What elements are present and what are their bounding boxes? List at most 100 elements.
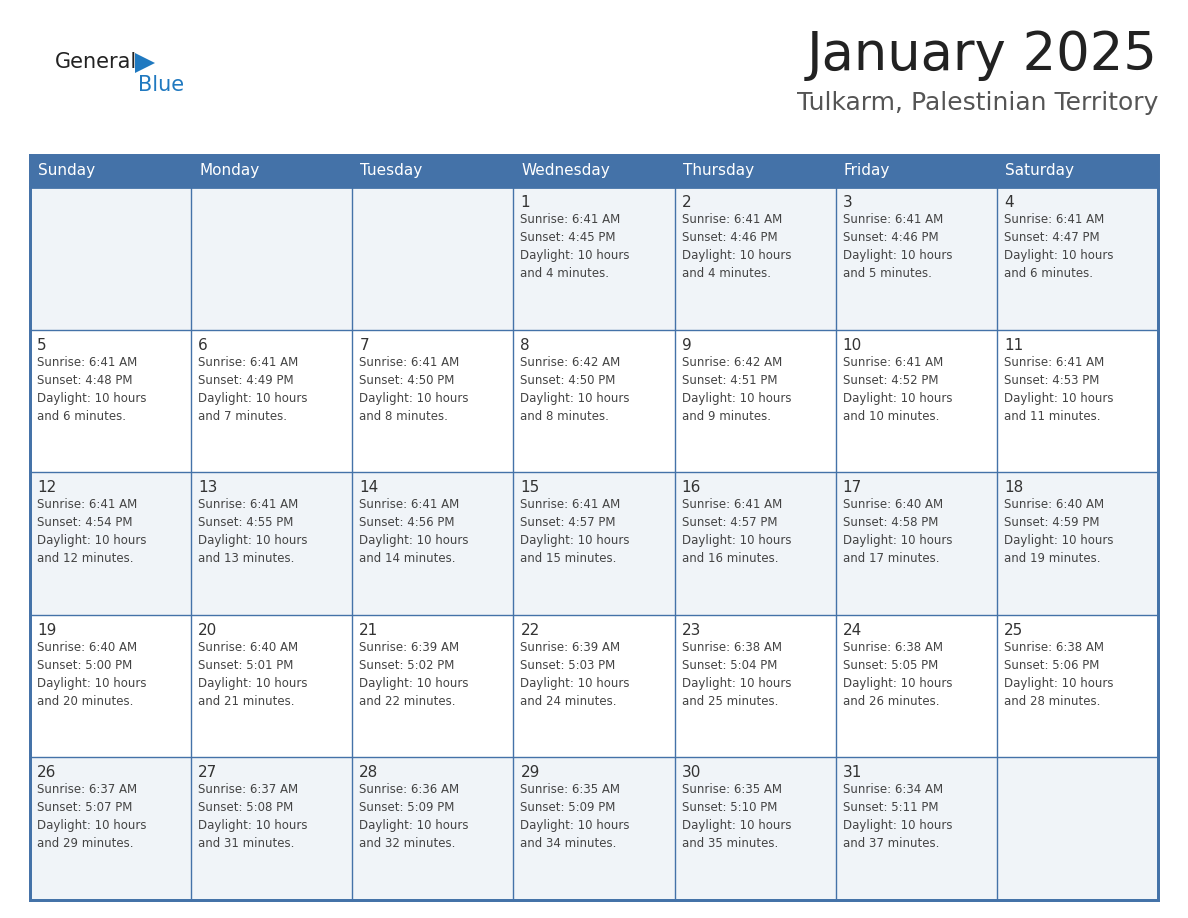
Bar xyxy=(353,615,513,757)
Text: Friday: Friday xyxy=(843,163,890,178)
Text: 27: 27 xyxy=(198,766,217,780)
Text: 30: 30 xyxy=(682,766,701,780)
Text: Monday: Monday xyxy=(200,163,259,178)
Text: Sunrise: 6:41 AM
Sunset: 4:46 PM
Daylight: 10 hours
and 5 minutes.: Sunrise: 6:41 AM Sunset: 4:46 PM Dayligh… xyxy=(842,213,953,280)
Text: Sunrise: 6:40 AM
Sunset: 5:01 PM
Daylight: 10 hours
and 21 minutes.: Sunrise: 6:40 AM Sunset: 5:01 PM Dayligh… xyxy=(198,641,308,708)
Text: Sunrise: 6:35 AM
Sunset: 5:10 PM
Daylight: 10 hours
and 35 minutes.: Sunrise: 6:35 AM Sunset: 5:10 PM Dayligh… xyxy=(682,783,791,850)
Polygon shape xyxy=(135,53,154,73)
Text: 8: 8 xyxy=(520,338,530,353)
Bar xyxy=(513,330,675,472)
Bar xyxy=(353,155,513,187)
Text: Sunrise: 6:41 AM
Sunset: 4:57 PM
Daylight: 10 hours
and 15 minutes.: Sunrise: 6:41 AM Sunset: 4:57 PM Dayligh… xyxy=(520,498,630,565)
Text: Sunrise: 6:36 AM
Sunset: 5:09 PM
Daylight: 10 hours
and 32 minutes.: Sunrise: 6:36 AM Sunset: 5:09 PM Dayligh… xyxy=(359,783,469,850)
Bar xyxy=(30,155,1158,900)
Text: Sunrise: 6:41 AM
Sunset: 4:54 PM
Daylight: 10 hours
and 12 minutes.: Sunrise: 6:41 AM Sunset: 4:54 PM Dayligh… xyxy=(37,498,146,565)
Text: Sunrise: 6:40 AM
Sunset: 4:59 PM
Daylight: 10 hours
and 19 minutes.: Sunrise: 6:40 AM Sunset: 4:59 PM Dayligh… xyxy=(1004,498,1113,565)
Bar xyxy=(835,187,997,330)
Bar xyxy=(997,757,1158,900)
Text: 1: 1 xyxy=(520,195,530,210)
Bar xyxy=(30,757,191,900)
Text: Sunrise: 6:41 AM
Sunset: 4:55 PM
Daylight: 10 hours
and 13 minutes.: Sunrise: 6:41 AM Sunset: 4:55 PM Dayligh… xyxy=(198,498,308,565)
Bar xyxy=(675,757,835,900)
Text: Sunrise: 6:41 AM
Sunset: 4:53 PM
Daylight: 10 hours
and 11 minutes.: Sunrise: 6:41 AM Sunset: 4:53 PM Dayligh… xyxy=(1004,355,1113,422)
Bar xyxy=(513,187,675,330)
Text: 15: 15 xyxy=(520,480,539,495)
Text: 6: 6 xyxy=(198,338,208,353)
Text: 26: 26 xyxy=(37,766,56,780)
Bar xyxy=(835,472,997,615)
Text: 4: 4 xyxy=(1004,195,1013,210)
Text: 3: 3 xyxy=(842,195,853,210)
Text: 24: 24 xyxy=(842,622,862,638)
Text: Blue: Blue xyxy=(138,75,184,95)
Text: Sunrise: 6:41 AM
Sunset: 4:49 PM
Daylight: 10 hours
and 7 minutes.: Sunrise: 6:41 AM Sunset: 4:49 PM Dayligh… xyxy=(198,355,308,422)
Text: 19: 19 xyxy=(37,622,56,638)
Bar xyxy=(191,187,353,330)
Text: 31: 31 xyxy=(842,766,862,780)
Text: Sunrise: 6:41 AM
Sunset: 4:48 PM
Daylight: 10 hours
and 6 minutes.: Sunrise: 6:41 AM Sunset: 4:48 PM Dayligh… xyxy=(37,355,146,422)
Bar xyxy=(30,187,191,330)
Bar xyxy=(675,187,835,330)
Bar xyxy=(675,330,835,472)
Text: Sunrise: 6:37 AM
Sunset: 5:08 PM
Daylight: 10 hours
and 31 minutes.: Sunrise: 6:37 AM Sunset: 5:08 PM Dayligh… xyxy=(198,783,308,850)
Bar xyxy=(675,155,835,187)
Text: 11: 11 xyxy=(1004,338,1023,353)
Text: 29: 29 xyxy=(520,766,539,780)
Text: Sunrise: 6:41 AM
Sunset: 4:47 PM
Daylight: 10 hours
and 6 minutes.: Sunrise: 6:41 AM Sunset: 4:47 PM Dayligh… xyxy=(1004,213,1113,280)
Bar xyxy=(353,472,513,615)
Text: 18: 18 xyxy=(1004,480,1023,495)
Bar xyxy=(353,757,513,900)
Text: Sunrise: 6:34 AM
Sunset: 5:11 PM
Daylight: 10 hours
and 37 minutes.: Sunrise: 6:34 AM Sunset: 5:11 PM Dayligh… xyxy=(842,783,953,850)
Text: 9: 9 xyxy=(682,338,691,353)
Text: Sunrise: 6:41 AM
Sunset: 4:52 PM
Daylight: 10 hours
and 10 minutes.: Sunrise: 6:41 AM Sunset: 4:52 PM Dayligh… xyxy=(842,355,953,422)
Text: Tuesday: Tuesday xyxy=(360,163,423,178)
Text: 13: 13 xyxy=(198,480,217,495)
Text: 23: 23 xyxy=(682,622,701,638)
Text: Sunrise: 6:41 AM
Sunset: 4:50 PM
Daylight: 10 hours
and 8 minutes.: Sunrise: 6:41 AM Sunset: 4:50 PM Dayligh… xyxy=(359,355,469,422)
Bar xyxy=(191,155,353,187)
Bar xyxy=(675,472,835,615)
Bar xyxy=(513,472,675,615)
Text: Sunrise: 6:39 AM
Sunset: 5:02 PM
Daylight: 10 hours
and 22 minutes.: Sunrise: 6:39 AM Sunset: 5:02 PM Dayligh… xyxy=(359,641,469,708)
Text: 5: 5 xyxy=(37,338,46,353)
Text: 14: 14 xyxy=(359,480,379,495)
Bar xyxy=(997,187,1158,330)
Text: 12: 12 xyxy=(37,480,56,495)
Bar xyxy=(353,330,513,472)
Bar xyxy=(30,155,191,187)
Text: Saturday: Saturday xyxy=(1005,163,1074,178)
Text: 28: 28 xyxy=(359,766,379,780)
Text: Sunrise: 6:42 AM
Sunset: 4:50 PM
Daylight: 10 hours
and 8 minutes.: Sunrise: 6:42 AM Sunset: 4:50 PM Dayligh… xyxy=(520,355,630,422)
Text: Sunrise: 6:41 AM
Sunset: 4:56 PM
Daylight: 10 hours
and 14 minutes.: Sunrise: 6:41 AM Sunset: 4:56 PM Dayligh… xyxy=(359,498,469,565)
Text: Sunrise: 6:41 AM
Sunset: 4:57 PM
Daylight: 10 hours
and 16 minutes.: Sunrise: 6:41 AM Sunset: 4:57 PM Dayligh… xyxy=(682,498,791,565)
Text: Sunrise: 6:37 AM
Sunset: 5:07 PM
Daylight: 10 hours
and 29 minutes.: Sunrise: 6:37 AM Sunset: 5:07 PM Dayligh… xyxy=(37,783,146,850)
Text: 2: 2 xyxy=(682,195,691,210)
Bar xyxy=(675,615,835,757)
Text: 22: 22 xyxy=(520,622,539,638)
Bar xyxy=(513,757,675,900)
Text: 20: 20 xyxy=(198,622,217,638)
Text: 17: 17 xyxy=(842,480,862,495)
Text: Sunday: Sunday xyxy=(38,163,95,178)
Text: Sunrise: 6:40 AM
Sunset: 5:00 PM
Daylight: 10 hours
and 20 minutes.: Sunrise: 6:40 AM Sunset: 5:00 PM Dayligh… xyxy=(37,641,146,708)
Bar xyxy=(513,155,675,187)
Bar xyxy=(997,615,1158,757)
Text: Sunrise: 6:40 AM
Sunset: 4:58 PM
Daylight: 10 hours
and 17 minutes.: Sunrise: 6:40 AM Sunset: 4:58 PM Dayligh… xyxy=(842,498,953,565)
Bar xyxy=(997,472,1158,615)
Text: January 2025: January 2025 xyxy=(807,29,1158,81)
Bar xyxy=(353,187,513,330)
Bar xyxy=(191,757,353,900)
Text: 10: 10 xyxy=(842,338,862,353)
Bar xyxy=(191,472,353,615)
Bar xyxy=(513,615,675,757)
Text: Sunrise: 6:39 AM
Sunset: 5:03 PM
Daylight: 10 hours
and 24 minutes.: Sunrise: 6:39 AM Sunset: 5:03 PM Dayligh… xyxy=(520,641,630,708)
Bar xyxy=(835,615,997,757)
Bar xyxy=(835,757,997,900)
Text: 7: 7 xyxy=(359,338,369,353)
Text: Tulkarm, Palestinian Territory: Tulkarm, Palestinian Territory xyxy=(797,91,1158,115)
Text: Thursday: Thursday xyxy=(683,163,753,178)
Text: 16: 16 xyxy=(682,480,701,495)
Bar xyxy=(30,472,191,615)
Bar xyxy=(835,330,997,472)
Text: Sunrise: 6:41 AM
Sunset: 4:45 PM
Daylight: 10 hours
and 4 minutes.: Sunrise: 6:41 AM Sunset: 4:45 PM Dayligh… xyxy=(520,213,630,280)
